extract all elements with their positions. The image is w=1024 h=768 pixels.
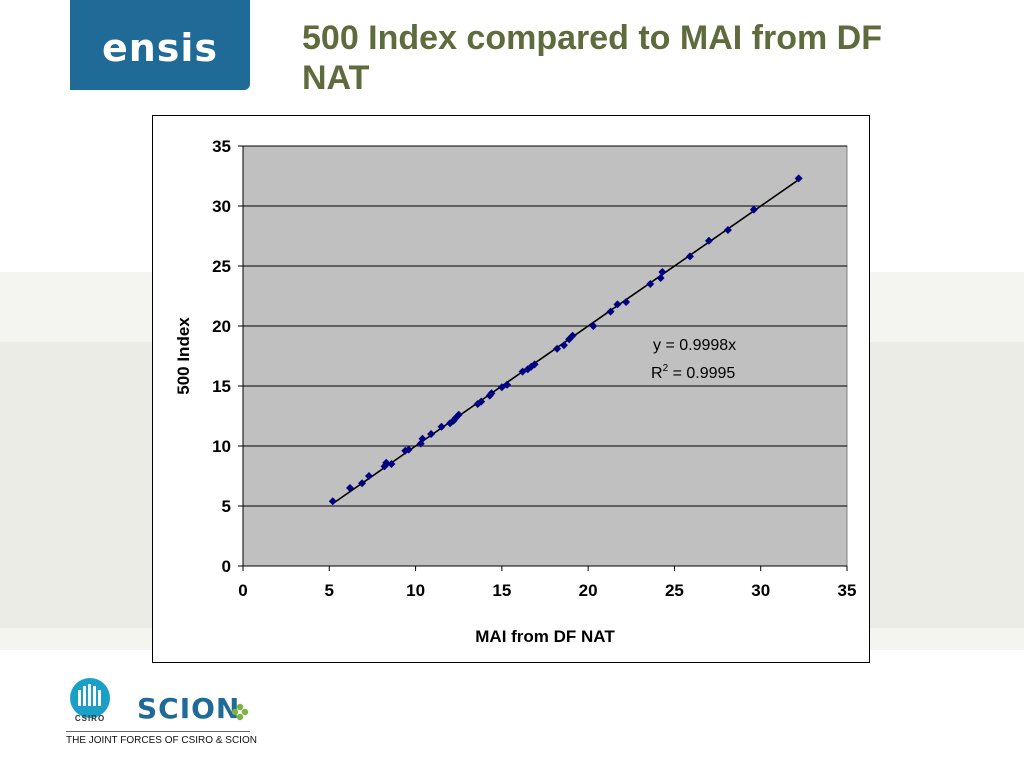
data-point [364,472,373,480]
data-point [477,397,486,406]
data-point [565,335,574,344]
data-point [794,174,803,183]
data-point [487,389,496,398]
data-point [530,360,539,369]
data-point [658,268,667,276]
data-point [418,434,427,443]
chart-frame: 0 5 10 15 20 25 30 35 0 5 10 15 20 25 30 35 MAI from DF… [152,115,870,663]
x-tick-label: 0 [238,581,247,600]
x-tick-label: 10 [406,581,425,600]
scion-logo-text: SCION [137,692,241,725]
data-point [646,280,655,288]
data-point [527,362,536,371]
y-tick-label: 10 [212,437,231,456]
data-point [404,445,413,454]
data-point [589,322,598,330]
y-axis-label: 500 Index [174,317,193,395]
r-squared-value: = 0.9995 [668,365,735,382]
data-point [568,331,577,340]
data-point [553,344,562,353]
x-tick-label: 5 [325,581,334,600]
csiro-label: CSIRO [74,714,106,723]
scatter-chart: 0 5 10 15 20 25 30 35 0 5 10 15 20 25 30 35 MAI from DF… [174,137,857,646]
data-point [559,341,568,350]
x-tick-label: 25 [665,581,684,600]
data-point [345,484,354,492]
slide-title: 500 Index compared to MAI from DF NAT [302,19,882,97]
csiro-logo-icon [70,678,110,718]
data-point [454,410,463,419]
r-squared-label: R2 = 0.9995 [651,363,735,382]
data-point [387,460,396,468]
y-tick-label: 35 [212,137,231,156]
data-point [427,430,436,438]
x-tick-label: 35 [838,581,857,600]
trendline-equation: y = 0.9998x [653,337,736,354]
y-tick-label: 25 [212,257,231,276]
r-squared-superscript: 2 [663,363,669,374]
y-tick-label: 15 [212,377,231,396]
data-point [622,298,631,306]
y-tick-label: 0 [222,557,231,576]
x-tick-label: 15 [492,581,511,600]
x-axis-label: MAI from DF NAT [475,627,615,646]
r-squared-base: R [651,365,663,382]
x-tick-label: 30 [751,581,770,600]
data-point [704,236,713,245]
y-tick-label: 30 [212,197,231,216]
footer-divider [66,731,250,732]
data-point [437,422,446,431]
data-point [358,479,367,488]
data-point [328,497,337,506]
ensis-logo: ensis [70,0,250,90]
data-point [613,300,622,309]
x-tick-label: 20 [579,581,598,600]
y-tick-label: 20 [212,317,231,336]
ensis-logo-text: ensis [101,26,219,70]
data-point [656,274,665,282]
data-point [723,226,732,234]
scion-leaf-icon [231,703,249,721]
y-tick-label: 5 [222,497,231,516]
footer-tagline: THE JOINT FORCES OF CSIRO & SCION [66,735,257,746]
data-point [606,307,615,316]
data-point [503,380,512,389]
data-point [685,252,694,261]
data-point [749,205,758,214]
